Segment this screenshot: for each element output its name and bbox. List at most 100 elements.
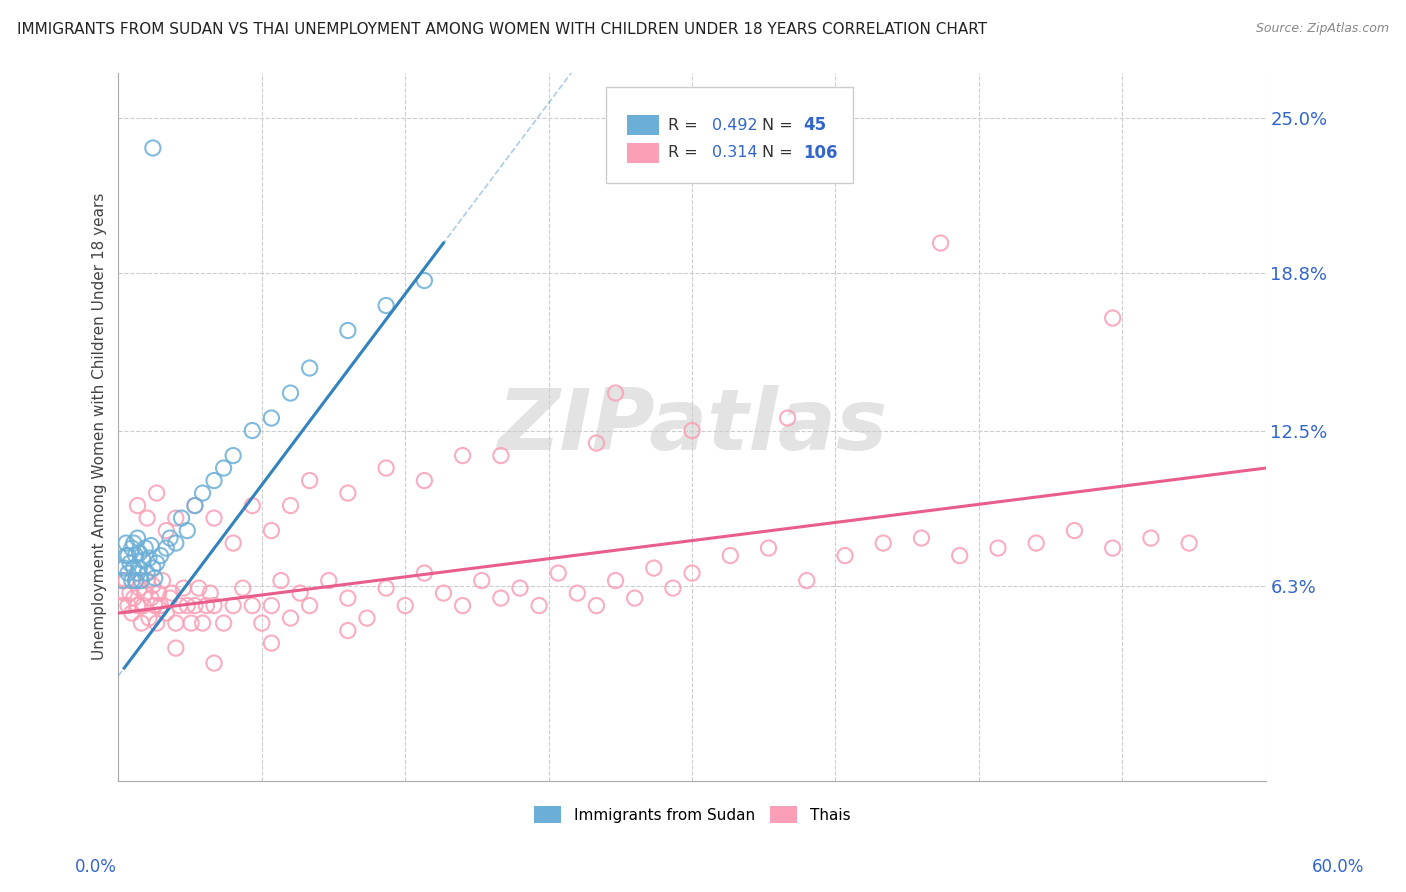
- Point: [145, 486, 167, 500]
- Point: [142, 578, 165, 592]
- Point: [128, 561, 150, 575]
- Point: [124, 549, 146, 563]
- Point: [280, 499, 302, 513]
- Point: [567, 586, 589, 600]
- Point: [117, 566, 139, 580]
- Point: [1140, 531, 1163, 545]
- Point: [718, 549, 741, 563]
- Text: 45: 45: [803, 116, 827, 134]
- Point: [118, 586, 141, 600]
- Text: ZIPatlas: ZIPatlas: [496, 385, 887, 468]
- Point: [159, 591, 181, 606]
- Point: [149, 549, 172, 563]
- Point: [148, 586, 170, 600]
- Point: [605, 386, 627, 401]
- Point: [547, 566, 569, 580]
- Point: [117, 549, 139, 563]
- Point: [202, 511, 225, 525]
- Point: [987, 541, 1010, 555]
- Point: [432, 586, 454, 600]
- Point: [152, 574, 174, 588]
- Point: [240, 599, 263, 613]
- Point: [212, 461, 235, 475]
- Point: [191, 486, 214, 500]
- Legend: Immigrants from Sudan, Thais: Immigrants from Sudan, Thais: [527, 800, 856, 830]
- Point: [180, 616, 202, 631]
- Point: [115, 536, 138, 550]
- Text: R =: R =: [668, 145, 703, 161]
- Point: [165, 641, 187, 656]
- Point: [169, 599, 191, 613]
- Point: [124, 574, 146, 588]
- Point: [111, 574, 134, 588]
- Point: [298, 599, 321, 613]
- Point: [176, 599, 198, 613]
- Point: [138, 611, 160, 625]
- Point: [122, 561, 145, 575]
- Point: [155, 541, 177, 555]
- Point: [356, 611, 378, 625]
- Point: [142, 141, 165, 155]
- Point: [643, 561, 665, 575]
- Point: [139, 539, 162, 553]
- Point: [1063, 524, 1085, 538]
- Point: [145, 616, 167, 631]
- Point: [375, 461, 398, 475]
- Point: [122, 536, 145, 550]
- Point: [149, 599, 172, 613]
- Point: [131, 616, 153, 631]
- Point: [1178, 536, 1201, 550]
- Point: [280, 386, 302, 401]
- Point: [138, 551, 160, 566]
- Point: [184, 499, 207, 513]
- Text: 60.0%: 60.0%: [1312, 858, 1365, 876]
- Point: [132, 599, 155, 613]
- Point: [270, 574, 292, 588]
- Point: [413, 474, 436, 488]
- Point: [489, 591, 512, 606]
- Text: 0.0%: 0.0%: [75, 858, 117, 876]
- Point: [623, 591, 645, 606]
- Point: [165, 536, 187, 550]
- Point: [202, 656, 225, 670]
- Point: [413, 273, 436, 287]
- Point: [375, 299, 398, 313]
- Point: [176, 524, 198, 538]
- Point: [142, 561, 165, 575]
- Point: [127, 566, 149, 580]
- Text: N =: N =: [762, 118, 797, 133]
- Point: [200, 586, 222, 600]
- Point: [136, 511, 159, 525]
- Point: [240, 424, 263, 438]
- Point: [122, 591, 145, 606]
- Point: [910, 531, 932, 545]
- Point: [143, 599, 166, 613]
- Text: 106: 106: [803, 144, 838, 161]
- Point: [127, 499, 149, 513]
- Point: [260, 411, 283, 425]
- Point: [145, 556, 167, 570]
- Point: [298, 474, 321, 488]
- Point: [202, 599, 225, 613]
- Point: [776, 411, 799, 425]
- Point: [139, 591, 162, 606]
- Point: [127, 531, 149, 545]
- Point: [222, 599, 245, 613]
- Point: [288, 586, 311, 600]
- Point: [758, 541, 780, 555]
- Point: [1101, 311, 1123, 326]
- Point: [336, 324, 359, 338]
- Point: [318, 574, 340, 588]
- Point: [112, 561, 135, 575]
- Point: [1101, 541, 1123, 555]
- Point: [195, 599, 218, 613]
- Point: [834, 549, 856, 563]
- Point: [872, 536, 894, 550]
- Point: [136, 574, 159, 588]
- Bar: [627, 143, 659, 162]
- Point: [121, 606, 143, 620]
- Point: [375, 581, 398, 595]
- Point: [1025, 536, 1047, 550]
- Point: [260, 524, 283, 538]
- Point: [134, 541, 156, 555]
